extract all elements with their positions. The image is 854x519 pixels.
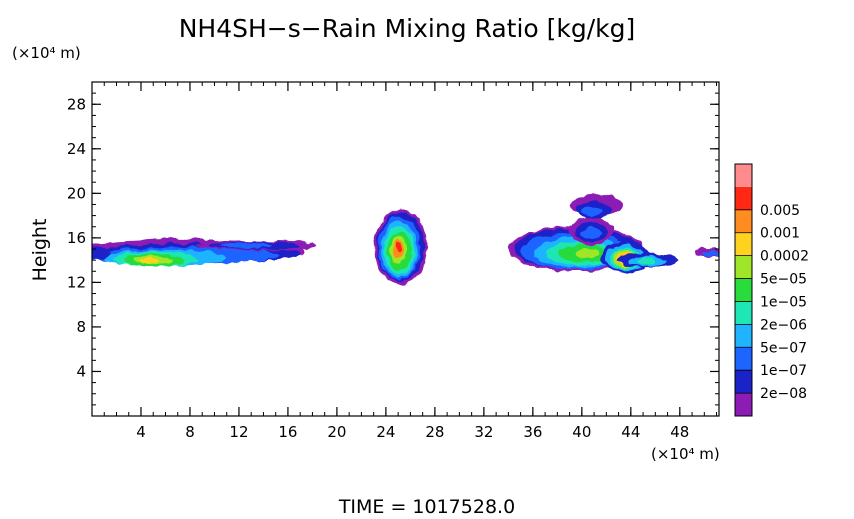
colorbar-swatch bbox=[735, 164, 752, 187]
colorbar-swatch bbox=[735, 370, 752, 394]
time-footer: TIME = 1017528.0 bbox=[338, 496, 516, 518]
x-tick-label: 12 bbox=[229, 423, 248, 441]
x-tick-label: 40 bbox=[572, 423, 591, 441]
feature-right-tail bbox=[616, 253, 677, 268]
y-tick-label: 20 bbox=[67, 184, 86, 202]
colorbar-swatch bbox=[735, 232, 752, 256]
x-tick-label: 44 bbox=[621, 423, 640, 441]
x-tick-label: 28 bbox=[425, 423, 444, 441]
colorbar-level-label: 5e−05 bbox=[760, 272, 807, 288]
colorbar-swatch bbox=[735, 186, 752, 210]
colorbar-level-label: 0.005 bbox=[760, 203, 800, 219]
x-tick-label: 4 bbox=[136, 423, 146, 441]
y-axis-unit: (×10⁴ m) bbox=[12, 44, 81, 62]
feature-left-edge bbox=[92, 248, 111, 259]
x-tick-label: 20 bbox=[327, 423, 346, 441]
y-tick-label: 24 bbox=[67, 140, 86, 158]
colorbar-swatch bbox=[735, 278, 752, 302]
x-tick-label: 48 bbox=[670, 423, 689, 441]
colorbar-swatch bbox=[735, 255, 752, 279]
colorbar-level-label: 1e−07 bbox=[760, 363, 807, 379]
colorbar-level-label: 0.001 bbox=[760, 226, 800, 242]
feature-left-band bbox=[92, 239, 305, 267]
x-tick-label: 24 bbox=[376, 423, 395, 441]
colorbar-swatch bbox=[735, 347, 752, 371]
feature-right-edge bbox=[695, 247, 719, 258]
feature-left-tail bbox=[197, 240, 318, 251]
colorbar-level-label: 0.0002 bbox=[760, 249, 809, 265]
y-tick-label: 28 bbox=[67, 95, 86, 113]
colorbar-level-label: 5e−07 bbox=[760, 340, 807, 356]
x-tick-label: 16 bbox=[278, 423, 297, 441]
colorbar-level-label: 2e−08 bbox=[760, 386, 807, 402]
chart-title: NH4SH−s−Rain Mixing Ratio [kg/kg] bbox=[178, 14, 636, 43]
x-axis-unit: (×10⁴ m) bbox=[651, 445, 720, 463]
y-tick-label: 8 bbox=[76, 318, 86, 336]
x-tick-label: 8 bbox=[185, 423, 195, 441]
colorbar-frame bbox=[734, 163, 753, 417]
y-tick-label: 4 bbox=[76, 362, 86, 380]
colorbar-swatch bbox=[735, 324, 752, 348]
y-tick-label: 12 bbox=[67, 273, 86, 291]
x-tick-label: 32 bbox=[474, 423, 493, 441]
y-tick-label: 16 bbox=[67, 229, 86, 247]
feature-right-column bbox=[569, 217, 614, 246]
feature-right-upper bbox=[570, 194, 623, 220]
colorbar-swatch bbox=[735, 393, 752, 416]
colorbar-level-label: 2e−06 bbox=[760, 317, 807, 333]
x-tick-label: 36 bbox=[523, 423, 542, 441]
feature-center-cell bbox=[373, 209, 428, 284]
colorbar-swatch bbox=[735, 209, 752, 233]
colorbar-swatch bbox=[735, 301, 752, 325]
colorbar-level-label: 1e−05 bbox=[760, 294, 807, 310]
